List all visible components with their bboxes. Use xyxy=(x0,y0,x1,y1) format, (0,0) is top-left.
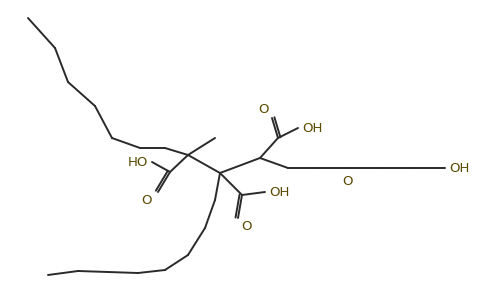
Text: OH: OH xyxy=(301,122,322,134)
Text: O: O xyxy=(342,175,352,188)
Text: HO: HO xyxy=(127,156,148,168)
Text: OH: OH xyxy=(268,185,289,198)
Text: OH: OH xyxy=(448,161,468,175)
Text: O: O xyxy=(240,220,251,233)
Text: O: O xyxy=(141,194,152,207)
Text: O: O xyxy=(258,103,268,116)
